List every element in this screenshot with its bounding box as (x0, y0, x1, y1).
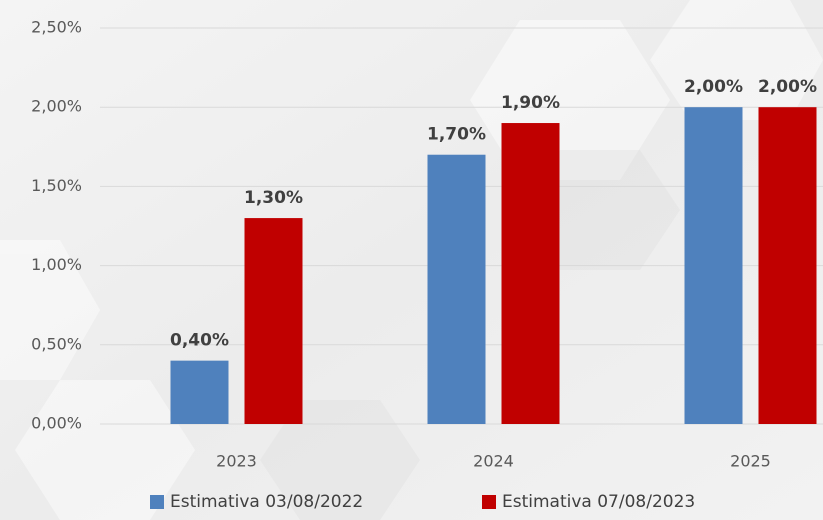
value-label: 2,00% (758, 77, 817, 97)
hexagon-decor (260, 150, 680, 520)
legend-label: Estimativa 03/08/2022 (170, 492, 363, 512)
value-label: 1,30% (244, 188, 303, 208)
y-tick-label: 2,50% (31, 18, 82, 37)
y-tick-label: 1,50% (31, 176, 82, 195)
bar (170, 360, 229, 424)
value-label: 2,00% (684, 77, 743, 97)
bar (758, 107, 817, 424)
x-tick-label: 2024 (473, 452, 514, 471)
legend-swatch (482, 495, 496, 509)
y-tick-label: 2,00% (31, 97, 82, 116)
y-tick-label: 1,00% (31, 255, 82, 274)
value-label: 0,40% (170, 331, 229, 351)
y-tick-label: 0,50% (31, 334, 82, 353)
x-tick-label: 2023 (216, 452, 257, 471)
bar (501, 123, 560, 424)
y-tick-label: 0,00% (31, 414, 82, 433)
bar (427, 154, 486, 424)
bar (244, 218, 303, 424)
value-label: 1,90% (501, 93, 560, 113)
value-label: 1,70% (427, 125, 486, 145)
bar (684, 107, 743, 424)
legend-swatch (150, 495, 164, 509)
legend-label: Estimativa 07/08/2023 (502, 492, 695, 512)
x-tick-label: 2025 (730, 452, 771, 471)
